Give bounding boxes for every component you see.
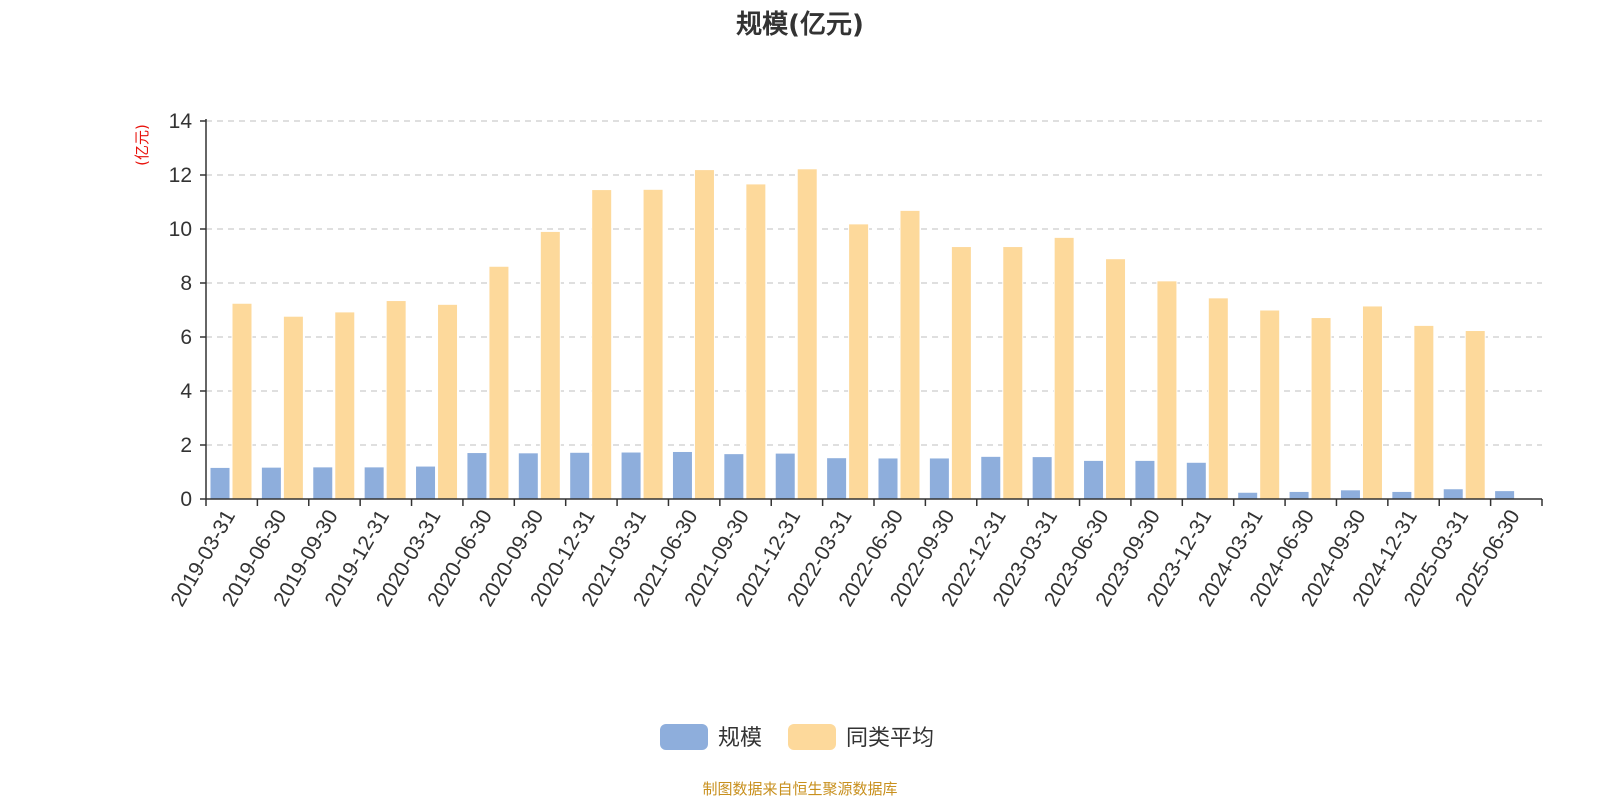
bar-category-average[interactable] xyxy=(1002,246,1024,500)
legend-item-scale[interactable]: 规模 xyxy=(660,724,762,751)
bar-scale[interactable] xyxy=(1288,490,1310,500)
bar-scale[interactable] xyxy=(1339,489,1361,500)
x-tick-labels: 2019-03-312019-06-302019-09-302019-12-31… xyxy=(166,506,1524,611)
bar-category-average[interactable] xyxy=(1259,309,1281,500)
data-source-note: 制图数据来自恒生聚源数据库 xyxy=(702,780,897,798)
legend-label-scale: 规模 xyxy=(718,726,762,751)
y-unit-label: (亿元) xyxy=(133,124,151,166)
bar-category-average[interactable] xyxy=(950,246,972,500)
bar-category-average[interactable] xyxy=(231,302,253,500)
bar-scale[interactable] xyxy=(671,450,693,500)
bar-category-average[interactable] xyxy=(642,188,664,500)
bar-scale[interactable] xyxy=(1494,490,1516,500)
bar-scale[interactable] xyxy=(1237,491,1259,500)
y-tick-labels: 0 2 4 6 8 10 12 14 xyxy=(169,110,193,511)
legend[interactable]: 规模 同类平均 xyxy=(660,724,934,751)
y-tick-label: 0 xyxy=(180,488,192,511)
bar-category-average[interactable] xyxy=(899,209,921,500)
legend-swatch-category-average xyxy=(788,724,836,750)
bar-category-average[interactable] xyxy=(385,300,407,500)
bar-scale[interactable] xyxy=(1134,459,1156,500)
y-tick-label: 12 xyxy=(169,164,192,187)
bar-scale[interactable] xyxy=(312,466,334,500)
legend-label-category-average: 同类平均 xyxy=(846,726,934,751)
bar-category-average[interactable] xyxy=(1053,236,1075,500)
bar-category-average[interactable] xyxy=(1413,324,1435,500)
bar-category-average[interactable] xyxy=(591,189,613,500)
bar-category-average[interactable] xyxy=(796,168,818,500)
bar-category-average[interactable] xyxy=(848,223,870,500)
bar-category-average[interactable] xyxy=(693,169,715,500)
bar-category-average[interactable] xyxy=(745,183,767,500)
bar-category-average[interactable] xyxy=(437,303,459,500)
bar-scale[interactable] xyxy=(1031,456,1053,500)
y-tick-label: 8 xyxy=(180,272,192,295)
bar-scale[interactable] xyxy=(517,452,539,500)
bar-scale[interactable] xyxy=(1185,461,1207,500)
bar-scale[interactable] xyxy=(415,465,437,500)
chart-title: 规模(亿元) xyxy=(736,10,864,40)
bar-scale[interactable] xyxy=(826,457,848,500)
bar-scale[interactable] xyxy=(1083,459,1105,500)
y-tick-label: 6 xyxy=(180,326,192,349)
y-tick-label: 4 xyxy=(180,380,192,403)
bar-scale[interactable] xyxy=(1442,488,1464,500)
bar-category-average[interactable] xyxy=(1361,305,1383,500)
bar-scale[interactable] xyxy=(363,466,385,500)
legend-item-category-average[interactable]: 同类平均 xyxy=(788,724,934,751)
axes xyxy=(200,119,1543,506)
bar-scale[interactable] xyxy=(980,455,1002,500)
bar-category-average[interactable] xyxy=(1310,317,1332,500)
bar-scale[interactable] xyxy=(466,452,488,500)
bar-category-average[interactable] xyxy=(282,315,304,500)
bar-scale[interactable] xyxy=(260,466,282,500)
bar-category-average[interactable] xyxy=(1207,297,1229,500)
bar-category-average[interactable] xyxy=(1464,330,1486,500)
y-tick-label: 2 xyxy=(180,434,192,457)
bar-scale[interactable] xyxy=(928,457,950,500)
bar-category-average[interactable] xyxy=(488,265,510,500)
bar-scale[interactable] xyxy=(723,453,745,500)
bar-scale[interactable] xyxy=(1391,490,1413,500)
bars xyxy=(209,168,1516,500)
bar-category-average[interactable] xyxy=(539,230,561,500)
bar-scale[interactable] xyxy=(774,452,796,500)
bar-scale[interactable] xyxy=(620,451,642,500)
bar-scale[interactable] xyxy=(209,466,231,500)
bar-scale[interactable] xyxy=(569,451,591,500)
bar-category-average[interactable] xyxy=(1156,280,1178,500)
bar-category-average[interactable] xyxy=(334,311,356,500)
y-tick-label: 10 xyxy=(169,218,192,241)
legend-swatch-scale xyxy=(660,724,708,750)
y-tick-label: 14 xyxy=(169,110,193,133)
bar-scale[interactable] xyxy=(877,457,899,500)
bar-category-average[interactable] xyxy=(1105,258,1127,500)
